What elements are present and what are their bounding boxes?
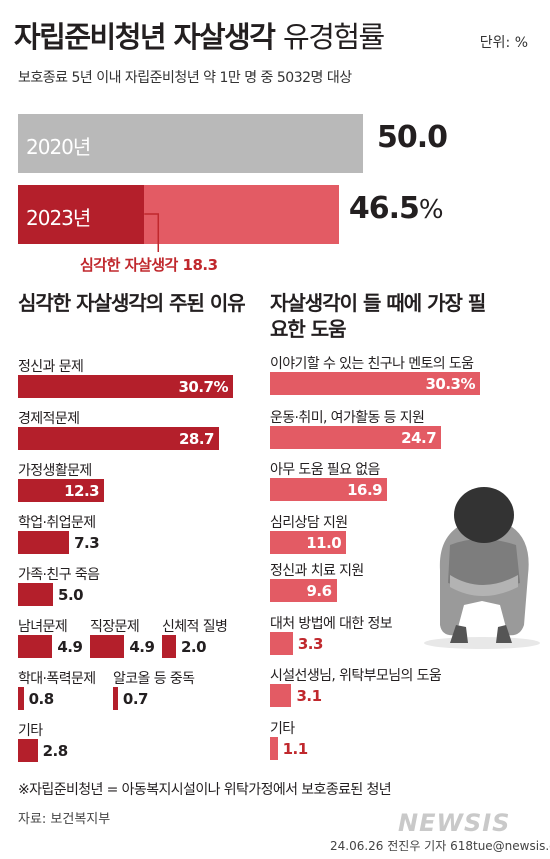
category-label: 대처 방법에 대한 정보	[270, 616, 393, 632]
category-label: 학업·취업문제	[18, 515, 96, 531]
unit-label: 단위: %	[479, 35, 528, 51]
category-label: 정신과 문제	[18, 359, 84, 375]
crouching-person-illustration	[424, 487, 540, 649]
category-label: 남녀문제	[18, 619, 68, 635]
bar-value-label: 30.3%	[425, 375, 475, 393]
bar-2023-label: 2023년	[26, 206, 91, 230]
bar	[18, 427, 219, 450]
category-label: 기타	[270, 721, 295, 737]
bar-value-label: 2.8	[42, 742, 69, 760]
bar	[18, 531, 70, 554]
category-label: 직장문제	[90, 619, 140, 635]
bar-value-label: 30.7%	[178, 378, 228, 396]
bar-value-label: 7.3	[74, 534, 100, 552]
category-label: 운동·취미, 여가활동 등 지원	[270, 410, 425, 426]
bar	[18, 583, 54, 606]
serious-callout: 심각한 자살생각 18.3	[80, 256, 218, 274]
title-light: 유경험률	[283, 20, 385, 54]
bar-2023-value: 46.5%	[348, 191, 444, 226]
bar-value-label: 4.9	[57, 638, 83, 656]
subtitle: 보호종료 5년 이내 자립준비청년 약 1만 명 중 5032명 대상	[18, 70, 352, 86]
bar-value-label: 9.6	[306, 582, 332, 600]
bar	[270, 737, 278, 760]
category-label: 알코올 등 중독	[113, 671, 195, 687]
bar	[270, 531, 347, 554]
category-label: 가정생활문제	[18, 463, 92, 479]
category-label: 심리상담 지원	[270, 515, 348, 531]
category-label: 학대·폭력문제	[18, 671, 96, 687]
left-section-title: 심각한 자살생각의 주된 이유	[18, 291, 246, 315]
right-section-title: 자살생각이 들 때에 가장 필요한 도움	[270, 291, 486, 341]
bar-value-label: 3.1	[296, 687, 322, 705]
bar-value-label: 12.3	[64, 482, 100, 500]
bar	[18, 375, 233, 398]
bar	[18, 479, 105, 502]
category-label: 아무 도움 필요 없음	[270, 462, 380, 478]
footnote: ※자립준비청년 = 아동복지시설이나 위탁가정에서 보호종료된 청년	[18, 782, 392, 798]
bar-value-label: 24.7	[401, 429, 437, 447]
bar	[270, 426, 442, 449]
chart-title: 자립준비청년 자살생각 유경험률	[14, 14, 385, 56]
bar	[18, 687, 24, 710]
category-label: 이야기할 수 있는 친구나 멘토의 도움	[270, 356, 474, 372]
bar-value-label: 11.0	[306, 534, 342, 552]
bar	[270, 684, 292, 707]
bar	[162, 635, 176, 658]
category-label: 신체적 질병	[162, 619, 228, 635]
bar-value-label: 2.0	[181, 638, 207, 656]
category-label: 정신과 치료 지원	[270, 563, 364, 579]
bar	[113, 687, 118, 710]
bar-value-label: 16.9	[347, 481, 383, 499]
category-label: 시설선생님, 위탁부모님의 도움	[270, 668, 442, 684]
bar-value-label: 0.8	[28, 690, 55, 708]
bar	[90, 635, 125, 658]
bar	[18, 635, 53, 658]
bar-2020	[18, 114, 363, 173]
bar-value-label: 0.7	[122, 690, 149, 708]
category-label: 가족·친구 죽음	[18, 567, 100, 583]
bar	[270, 579, 337, 602]
bar	[270, 632, 293, 655]
category-label: 경제적문제	[18, 411, 80, 427]
title-bold: 자립준비청년 자살생각	[14, 20, 276, 54]
newsis-logo: NEWSIS	[398, 809, 511, 837]
bar-value-label: 5.0	[58, 586, 84, 604]
bar	[18, 739, 38, 762]
callout-line	[144, 213, 160, 252]
bar-value-label: 4.9	[129, 638, 155, 656]
bar-2023-serious	[18, 185, 145, 244]
source: 자료: 보건복지부	[18, 812, 111, 827]
bar	[270, 478, 388, 501]
credit: 24.06.26 전진우 기자 618tue@newsis.com	[330, 839, 550, 853]
bar-value-label: 3.3	[297, 635, 324, 653]
bar-value-label: 1.1	[282, 740, 309, 758]
bar-2020-label: 2020년	[26, 135, 91, 159]
category-label: 기타	[18, 723, 43, 739]
bar	[270, 372, 480, 395]
bar-value-label: 28.7	[178, 430, 215, 448]
bar-2020-value: 50.0	[377, 120, 448, 155]
